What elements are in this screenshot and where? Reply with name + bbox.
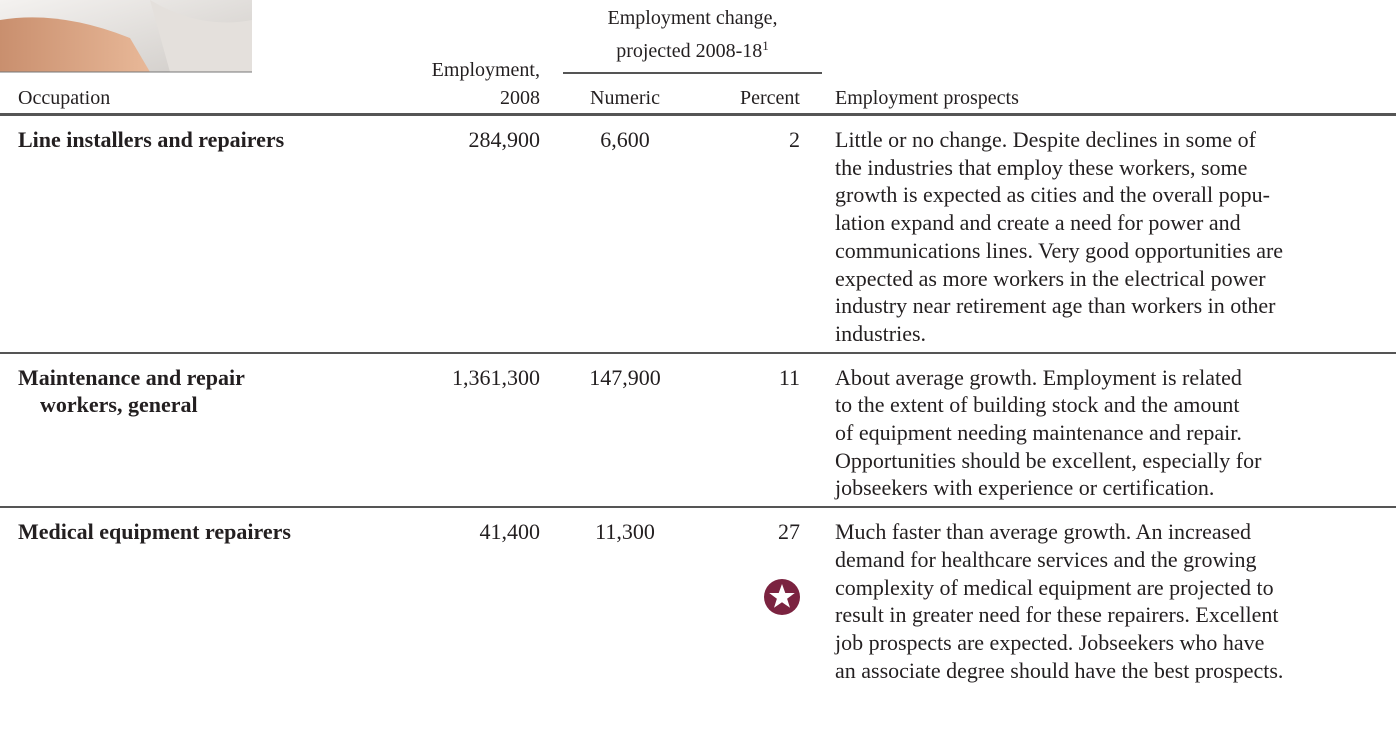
prospects-header: Employment prospects xyxy=(835,87,1019,109)
prospects-line: About average growth. Employment is rela… xyxy=(835,364,1242,390)
prospects-line: Little or no change. Despite declines in… xyxy=(835,127,1256,152)
prospects-line: job prospects are expected. Jobseekers w… xyxy=(835,629,1265,655)
employment: 41,400 xyxy=(479,519,541,545)
prospects-line: demand for healthcare services and the g… xyxy=(835,546,1257,572)
prospects-line: complexity of medical equipment are proj… xyxy=(835,574,1274,600)
footnote-marker: 1 xyxy=(762,38,769,53)
occupation-header: Occupation xyxy=(18,87,111,109)
employment: 1,361,300 xyxy=(452,364,540,390)
occupation: workers, general xyxy=(40,392,198,418)
occupation: Medical equipment repairers xyxy=(18,519,291,545)
prospects-line: result in greater need for these repaire… xyxy=(835,602,1279,628)
prospects-line: Much faster than average growth. An incr… xyxy=(835,519,1252,545)
header-text: Employment change, xyxy=(607,7,778,29)
employment: 284,900 xyxy=(468,127,541,152)
row-rule xyxy=(0,351,1396,354)
header-text: projected 2008-18 xyxy=(616,40,763,62)
employment-header: Employment, 2008 xyxy=(432,56,540,112)
prospects-line: an associate degree should have the best… xyxy=(835,657,1284,683)
row-rule xyxy=(0,506,1396,509)
prospects-line: to the extent of building stock and the … xyxy=(835,392,1240,418)
percent: 11 xyxy=(778,364,800,390)
prospects-line: expected as more workers in the electric… xyxy=(835,265,1266,291)
percent: 27 xyxy=(778,519,800,545)
numeric-header: Numeric xyxy=(590,87,660,109)
numeric: 147,900 xyxy=(589,364,661,390)
prospects-line: the industries that employ these workers… xyxy=(835,154,1248,180)
occupation: Line installers and repairers xyxy=(18,127,285,152)
prospects-line: growth is expected as cities and the ove… xyxy=(835,182,1270,208)
prospects-line: jobseekers with experience or certificat… xyxy=(835,475,1215,501)
numeric: 6,600 xyxy=(600,127,650,152)
header-text: 2008 xyxy=(500,87,540,109)
prospects-line: Opportunities should be excellent, espec… xyxy=(835,447,1262,473)
numeric: 11,300 xyxy=(595,519,655,545)
prospects-line: communications lines. Very good opportun… xyxy=(835,237,1284,263)
prospects-line: of equipment needing maintenance and rep… xyxy=(835,420,1242,445)
percent: 2 xyxy=(789,127,800,152)
occupation: Maintenance and repair xyxy=(18,364,245,390)
percent-header: Percent xyxy=(740,87,800,109)
header-rule xyxy=(0,113,1396,116)
prospects-line: industry near retirement age than worker… xyxy=(835,293,1276,319)
prospects-line: lation expand and create a need for powe… xyxy=(835,210,1241,236)
group-rule xyxy=(563,72,822,74)
photo xyxy=(0,0,252,73)
header-text: Employment, xyxy=(431,59,540,81)
prospects-line: industries. xyxy=(835,320,927,346)
star-icon xyxy=(764,579,800,615)
header-text: projected 2008-181 xyxy=(563,32,822,65)
change-group-header: Employment change, projected 2008-181 xyxy=(563,4,822,65)
